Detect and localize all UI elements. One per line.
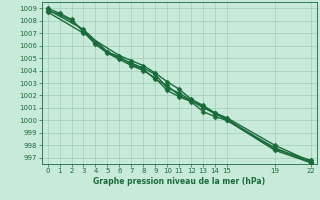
X-axis label: Graphe pression niveau de la mer (hPa): Graphe pression niveau de la mer (hPa) [93,177,265,186]
